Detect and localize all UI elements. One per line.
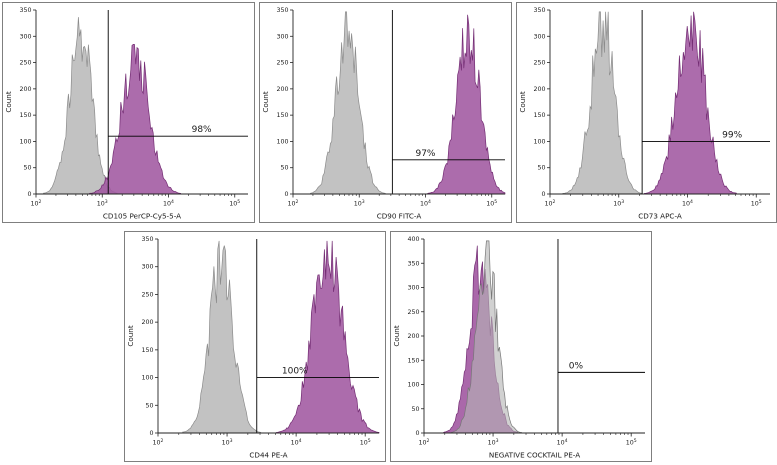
y-tick-label: 150 bbox=[141, 347, 153, 354]
y-tick-label: 100 bbox=[141, 375, 153, 382]
y-tick-label: 300 bbox=[533, 33, 545, 40]
x-tick-label: 103 bbox=[97, 199, 108, 208]
y-tick-label: 150 bbox=[533, 112, 545, 119]
histogram-panel-cd44: 100% 0 50 100 150 200 250 300 350 102 103 104 105 Cou… bbox=[123, 231, 386, 462]
stained-sample-histogram bbox=[89, 44, 182, 195]
y-axis-label: Count bbox=[392, 325, 401, 347]
x-axis-label: CD105 PerCP-Cy5-5-A bbox=[103, 212, 181, 221]
isotype-control-histogram bbox=[310, 11, 386, 195]
y-tick-label: 250 bbox=[533, 60, 545, 67]
y-tick-label: 350 bbox=[276, 7, 288, 14]
isotype-control-histogram bbox=[43, 17, 118, 195]
x-tick-label: 102 bbox=[288, 199, 299, 208]
x-tick-label: 102 bbox=[545, 199, 556, 208]
stained-sample-histogram bbox=[427, 14, 506, 195]
y-tick-label: 400 bbox=[407, 236, 419, 243]
y-tick-label: 250 bbox=[19, 60, 31, 67]
x-tick-label: 104 bbox=[556, 438, 567, 447]
y-tick-label: 150 bbox=[407, 357, 419, 364]
y-tick-label: 250 bbox=[407, 309, 419, 316]
isotype-control-histogram bbox=[450, 240, 522, 434]
y-tick-label: 300 bbox=[276, 33, 288, 40]
gate-percentage-label: 0% bbox=[568, 361, 583, 371]
stained-sample-histogram bbox=[644, 11, 737, 195]
x-tick-label: 105 bbox=[359, 438, 370, 447]
x-axis-label: CD90 FITC-A bbox=[377, 212, 422, 221]
x-tick-label: 103 bbox=[487, 438, 498, 447]
y-tick-label: 250 bbox=[141, 291, 153, 298]
x-tick-label: 102 bbox=[31, 199, 42, 208]
y-tick-label: 200 bbox=[276, 86, 288, 93]
bottom-row: 100% 0 50 100 150 200 250 300 350 102 103 104 105 Cou… bbox=[2, 231, 777, 462]
y-axis-label: Count bbox=[261, 91, 270, 113]
y-tick-label: 50 bbox=[411, 406, 419, 413]
y-tick-label: 100 bbox=[276, 138, 288, 145]
y-tick-label: 100 bbox=[407, 382, 419, 389]
x-tick-label: 104 bbox=[163, 199, 174, 208]
x-tick-label: 103 bbox=[354, 199, 365, 208]
y-tick-label: 100 bbox=[19, 138, 31, 145]
y-tick-label: 50 bbox=[537, 165, 545, 172]
x-tick-label: 104 bbox=[290, 438, 301, 447]
x-axis-label: CD73 APC-A bbox=[638, 212, 682, 221]
y-tick-label: 100 bbox=[533, 138, 545, 145]
y-tick-label: 0 bbox=[541, 191, 545, 198]
x-tick-label: 105 bbox=[751, 199, 762, 208]
y-axis-label: Count bbox=[518, 91, 527, 113]
y-tick-label: 200 bbox=[141, 319, 153, 326]
x-tick-label: 103 bbox=[221, 438, 232, 447]
x-tick-label: 103 bbox=[613, 199, 624, 208]
isotype-control-histogram bbox=[181, 240, 261, 434]
y-tick-label: 0 bbox=[27, 191, 31, 198]
histogram-panel-cd90: 97% 0 50 100 150 200 250 300 350 102 103 104 105 Coun… bbox=[259, 2, 512, 223]
y-tick-label: 150 bbox=[276, 112, 288, 119]
histogram-svg: 97% 0 50 100 150 200 250 300 350 102 103 104 105 Coun… bbox=[261, 7, 506, 221]
x-axis-label: NEGATIVE COCKTAIL PE-A bbox=[488, 451, 579, 460]
y-tick-label: 0 bbox=[284, 191, 288, 198]
gate-percentage-label: 98% bbox=[192, 125, 212, 135]
y-tick-label: 0 bbox=[149, 430, 153, 437]
x-tick-label: 105 bbox=[625, 438, 636, 447]
y-tick-label: 250 bbox=[276, 60, 288, 67]
x-tick-label: 104 bbox=[682, 199, 693, 208]
histogram-svg: 100% 0 50 100 150 200 250 300 350 102 103 104 105 Cou… bbox=[126, 236, 379, 460]
y-tick-label: 200 bbox=[407, 333, 419, 340]
y-tick-label: 350 bbox=[19, 7, 31, 14]
y-tick-label: 350 bbox=[407, 260, 419, 267]
y-tick-label: 50 bbox=[23, 165, 31, 172]
histogram-svg: 0% 0 50 100 150 200 250 300 350 400 102 103 104 105 Co… bbox=[392, 236, 645, 460]
y-tick-label: 350 bbox=[533, 7, 545, 14]
histogram-svg: 98% 0 50 100 150 200 250 300 350 102 103 104 105 Coun… bbox=[4, 7, 248, 221]
y-tick-label: 0 bbox=[415, 430, 419, 437]
x-tick-label: 102 bbox=[152, 438, 163, 447]
y-tick-label: 50 bbox=[145, 402, 153, 409]
gate-percentage-label: 99% bbox=[722, 130, 742, 140]
x-tick-label: 105 bbox=[229, 199, 240, 208]
histogram-panel-cd105: 98% 0 50 100 150 200 250 300 350 102 103 104 105 Coun… bbox=[2, 2, 255, 223]
x-tick-label: 102 bbox=[418, 438, 429, 447]
isotype-control-histogram bbox=[562, 11, 643, 195]
stained-sample-histogram bbox=[275, 240, 379, 434]
y-axis-label: Count bbox=[4, 91, 13, 113]
gate-percentage-label: 97% bbox=[415, 149, 435, 159]
x-tick-label: 105 bbox=[486, 199, 497, 208]
y-tick-label: 300 bbox=[19, 33, 31, 40]
y-tick-label: 50 bbox=[280, 165, 288, 172]
x-axis-label: CD44 PE-A bbox=[249, 451, 287, 460]
top-row: 98% 0 50 100 150 200 250 300 350 102 103 104 105 Coun… bbox=[2, 2, 777, 223]
x-tick-label: 104 bbox=[420, 199, 431, 208]
histogram-panel-cd73: 99% 0 50 100 150 200 250 300 350 102 103 104 105 Coun… bbox=[516, 2, 777, 223]
y-tick-label: 300 bbox=[141, 264, 153, 271]
y-tick-label: 350 bbox=[141, 236, 153, 243]
histogram-panel-negative-cocktail: 0% 0 50 100 150 200 250 300 350 400 102 103 104 105 Co… bbox=[389, 231, 652, 462]
y-axis-label: Count bbox=[126, 325, 135, 347]
y-tick-label: 200 bbox=[533, 86, 545, 93]
y-tick-label: 150 bbox=[19, 112, 31, 119]
y-tick-label: 300 bbox=[407, 285, 419, 292]
y-tick-label: 200 bbox=[19, 86, 31, 93]
gate-percentage-label: 100% bbox=[281, 367, 307, 377]
histogram-svg: 99% 0 50 100 150 200 250 300 350 102 103 104 105 Coun… bbox=[518, 7, 770, 221]
